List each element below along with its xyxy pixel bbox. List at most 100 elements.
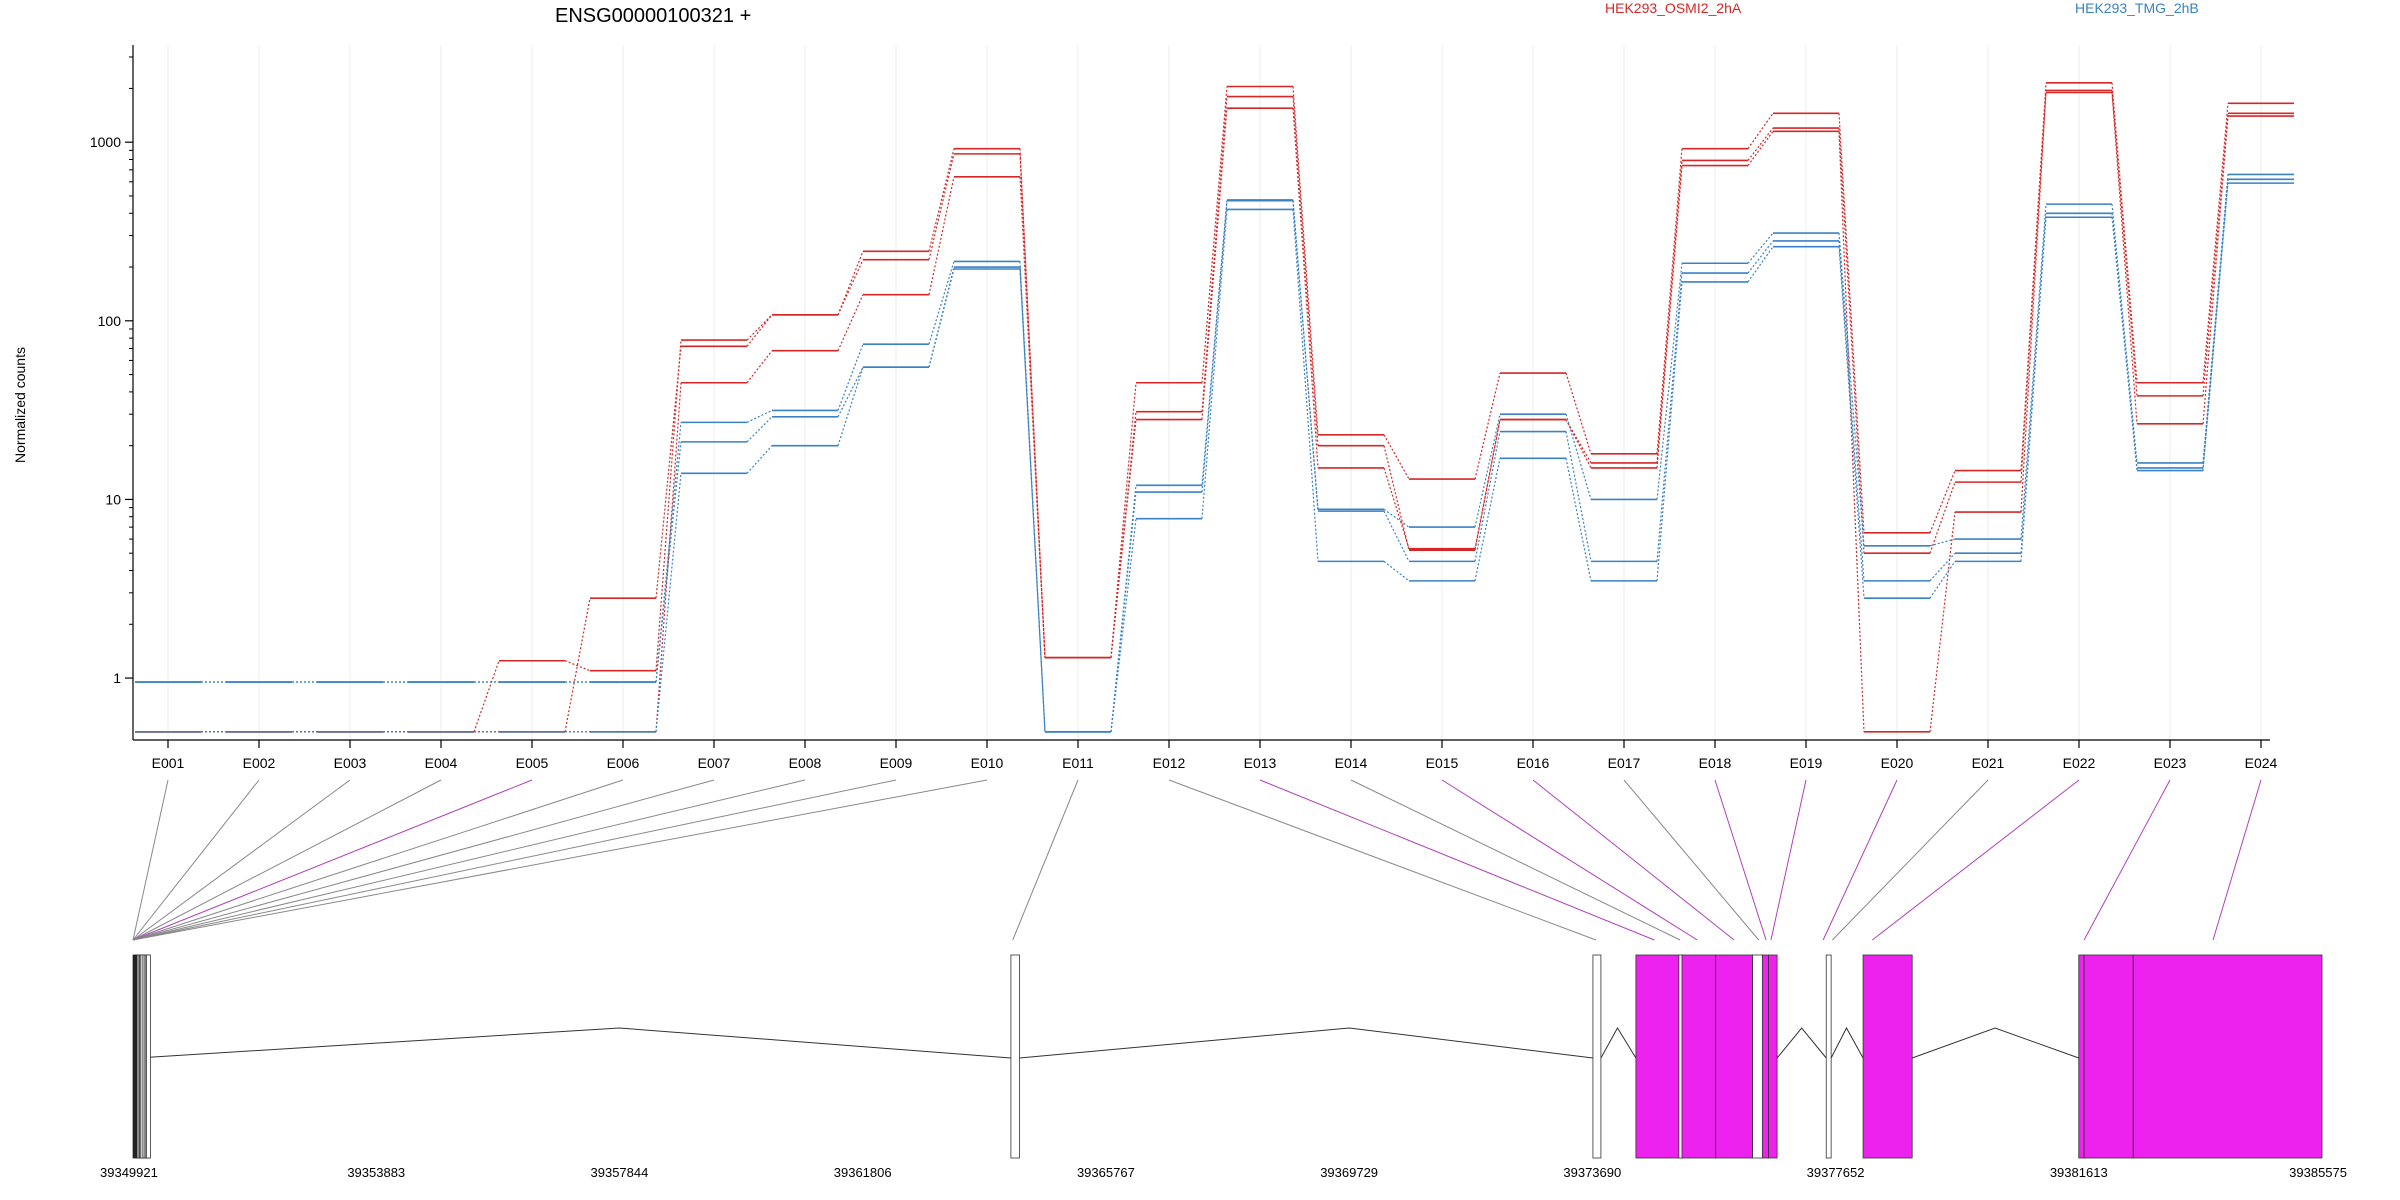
connector-e016 bbox=[1532, 779, 1735, 941]
series-2-rep-2-connector bbox=[1747, 240, 1774, 274]
connector-e015 bbox=[1441, 779, 1698, 941]
exon-e024 bbox=[2132, 954, 2323, 1159]
series-1-rep-3-connector bbox=[928, 176, 955, 295]
series-2-rep-3-connector bbox=[746, 445, 773, 474]
series-1-rep-1-connector bbox=[837, 251, 864, 316]
series-2-rep-1-connector bbox=[1383, 508, 1410, 528]
intron-1 bbox=[137, 1027, 1011, 1059]
series-1-rep-3-connector bbox=[1110, 419, 1137, 658]
series-1-rep-1-connector bbox=[2202, 103, 2229, 383]
x-tick-label-e004: E004 bbox=[425, 755, 458, 771]
coordinate-label-9: 39385575 bbox=[2289, 1165, 2347, 1180]
exon-e016 bbox=[1715, 954, 1753, 1159]
exon-e015 bbox=[1681, 954, 1717, 1159]
series-1-rep-3-connector bbox=[837, 294, 864, 351]
series-2-rep-2-connector bbox=[1201, 200, 1228, 493]
exon-e017 bbox=[1752, 954, 1763, 1159]
series-1-rep-3-connector bbox=[746, 350, 773, 384]
x-tick-label-e017: E017 bbox=[1608, 755, 1641, 771]
x-tick-label-e003: E003 bbox=[334, 755, 367, 771]
series-2 bbox=[135, 173, 2294, 733]
coordinate-label-2: 39357844 bbox=[591, 1165, 649, 1180]
chart-title: ENSG00000100321 + bbox=[555, 5, 751, 27]
exon-e019 bbox=[1768, 954, 1778, 1159]
series-2-rep-3-connector bbox=[2020, 217, 2047, 562]
y-tick-label-10: 10 bbox=[105, 491, 121, 507]
intron-3 bbox=[1600, 1027, 1637, 1059]
y-tick-label-100: 100 bbox=[98, 313, 122, 329]
series-1-rep-3-connector bbox=[1019, 176, 1046, 658]
series-2-rep-1-connector bbox=[746, 409, 773, 423]
axes: 1 10 100 1000 E001 E002 E003 E004 E005 E006 E007 E0… bbox=[90, 45, 2278, 771]
connector-e007 bbox=[132, 779, 715, 941]
exon-e021 bbox=[1862, 954, 1913, 1159]
series-2-rep-3-connector bbox=[1292, 209, 1319, 562]
x-tick-label-e008: E008 bbox=[789, 755, 822, 771]
series-1-rep-2-connector bbox=[1838, 128, 1865, 554]
coordinate-label-6: 39373690 bbox=[1563, 1165, 1621, 1180]
series-1-rep-2-connector bbox=[564, 598, 591, 732]
coordinate-label-3: 39361806 bbox=[834, 1165, 892, 1180]
series-2-rep-3-connector bbox=[1838, 246, 1865, 599]
coordinate-label-1: 39353883 bbox=[347, 1165, 405, 1180]
connector-e010 bbox=[132, 779, 988, 941]
series-1-rep-2-connector bbox=[655, 346, 682, 599]
series-2-rep-3-connector bbox=[1383, 560, 1410, 582]
series-2-rep-1-connector bbox=[655, 422, 682, 683]
series-2-rep-1-connector bbox=[837, 343, 864, 411]
series-1-rep-2-connector bbox=[1929, 481, 1956, 554]
series-2-rep-3-connector bbox=[1019, 268, 1046, 732]
x-tick-label-e011: E011 bbox=[1062, 755, 1094, 771]
connector-e020 bbox=[1822, 779, 1898, 941]
series-1-rep-2-connector bbox=[2020, 90, 2047, 483]
exon-e022 bbox=[2078, 954, 2085, 1159]
x-tick-label-e023: E023 bbox=[2154, 755, 2187, 771]
series-2-rep-3-connector bbox=[1747, 246, 1774, 283]
series-1-rep-1-connector bbox=[1474, 372, 1501, 480]
series-1-rep-3-connector bbox=[2111, 92, 2138, 424]
exon-e010 bbox=[146, 954, 151, 1159]
exon-e011 bbox=[1010, 954, 1020, 1159]
series-1-rep-3-connector bbox=[1656, 165, 1683, 469]
series-2-rep-3-connector bbox=[1565, 458, 1592, 581]
series-1-rep-3-connector bbox=[1565, 419, 1592, 469]
x-tick-label-e007: E007 bbox=[698, 755, 731, 771]
series-1-rep-3-connector bbox=[2020, 92, 2047, 513]
series-1-rep-1-connector bbox=[1383, 434, 1410, 480]
series-2-rep-1-connector bbox=[2020, 204, 2047, 540]
connector-e017 bbox=[1623, 779, 1760, 941]
x-tick-label-e012: E012 bbox=[1153, 755, 1186, 771]
x-tick-label-e014: E014 bbox=[1335, 755, 1368, 771]
series-2-rep-3-connector bbox=[928, 268, 955, 368]
intron-4 bbox=[1776, 1027, 1827, 1059]
x-tick-label-e009: E009 bbox=[880, 755, 913, 771]
series-2-rep-2-connector bbox=[1565, 431, 1592, 562]
gene-model: 39349921 39353883 39357844 39361806 39365767… bbox=[100, 954, 2347, 1180]
series-2-rep-3-connector bbox=[1474, 458, 1501, 581]
series-1-rep-2-connector bbox=[1201, 96, 1228, 412]
series-1-rep-1-connector bbox=[473, 660, 500, 733]
series-2-rep-3-connector bbox=[655, 473, 682, 732]
series-2-rep-1-connector bbox=[1565, 414, 1592, 500]
connector-e002 bbox=[132, 779, 260, 941]
connector-e003 bbox=[132, 779, 351, 941]
x-tick-label-e005: E005 bbox=[516, 755, 549, 771]
series-layer bbox=[135, 82, 2294, 733]
x-tick-label-e024: E024 bbox=[2245, 755, 2278, 771]
series-1-rep-1-connector bbox=[746, 314, 773, 341]
exon-e020 bbox=[1825, 954, 1832, 1159]
series-2-rep-2-connector bbox=[1838, 240, 1865, 581]
series-1-rep-1-connector bbox=[655, 340, 682, 671]
exon-e012 bbox=[1592, 954, 1602, 1159]
series-1-rep-3-connector bbox=[1929, 511, 1956, 732]
legend-series-2: HEK293_TMG_2hB bbox=[2075, 0, 2199, 16]
connector-e011 bbox=[1012, 779, 1079, 941]
series-1 bbox=[135, 82, 2294, 733]
exon-connectors bbox=[132, 779, 2262, 941]
x-tick-label-e006: E006 bbox=[607, 755, 640, 771]
series-1-rep-1-connector bbox=[1747, 113, 1774, 149]
series-1-rep-2-connector bbox=[2111, 90, 2138, 396]
intron-5 bbox=[1830, 1026, 1864, 1059]
series-2-rep-2-connector bbox=[1474, 431, 1501, 562]
series-2-rep-3-connector bbox=[2202, 183, 2229, 471]
